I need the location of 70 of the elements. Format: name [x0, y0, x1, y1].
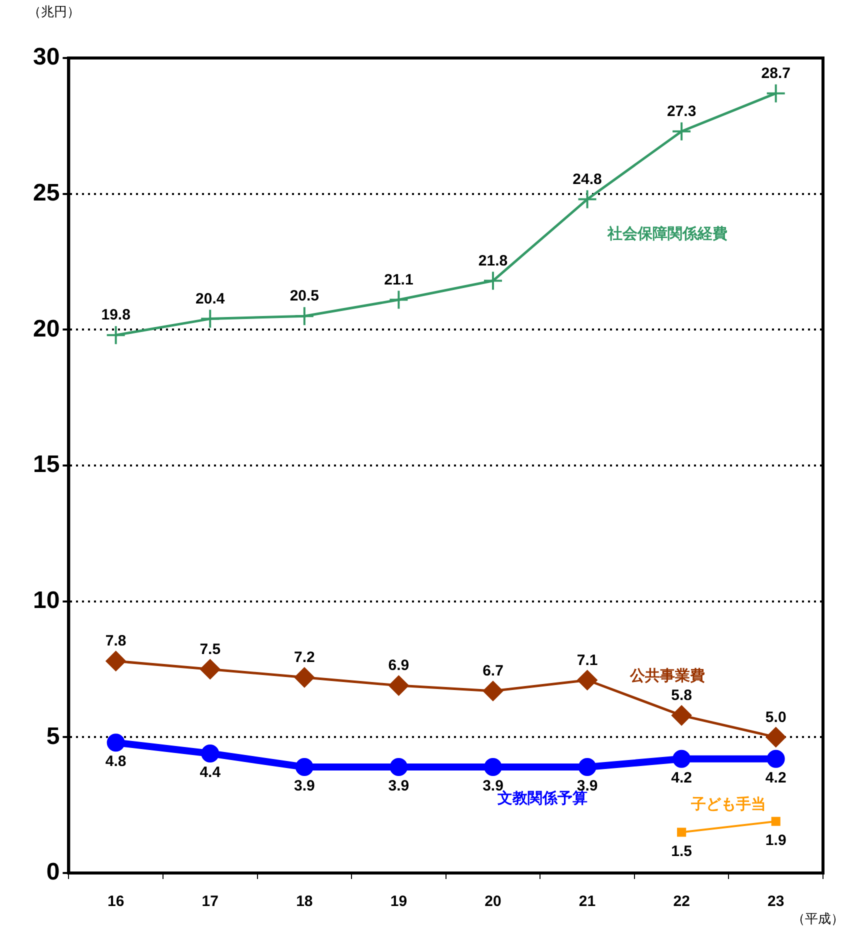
data-label: 1.5	[671, 842, 692, 860]
data-label: 19.8	[101, 306, 130, 324]
data-label: 21.1	[384, 271, 414, 288]
point	[677, 828, 686, 837]
point	[482, 680, 503, 701]
y-tick-label: 15	[32, 451, 60, 478]
data-label: 6.9	[388, 657, 410, 674]
data-label: 4.2	[765, 770, 786, 787]
data-label: 21.8	[478, 252, 508, 270]
data-label: 7.1	[576, 652, 598, 669]
point	[672, 705, 692, 726]
data-label: 4.2	[671, 770, 692, 787]
series-label: 子ども手当	[690, 796, 766, 813]
point	[766, 727, 786, 748]
data-label: 7.2	[294, 649, 315, 666]
point	[106, 325, 126, 346]
data-label: 4.8	[105, 753, 126, 770]
series-label: 社会保障関係経費	[606, 224, 728, 242]
data-label: 1.9	[765, 832, 786, 850]
x-tick-label: 23	[768, 893, 784, 910]
point	[388, 676, 409, 696]
x-axis-title: （平成）	[792, 911, 844, 926]
data-label: 4.4	[200, 764, 222, 782]
point	[388, 290, 409, 310]
point	[766, 83, 786, 104]
point	[577, 670, 598, 690]
y-tick-label: 30	[32, 44, 60, 71]
data-label: 27.3	[666, 102, 696, 120]
data-label: 6.7	[482, 662, 504, 680]
point	[106, 734, 125, 752]
x-tick-label: 18	[296, 893, 313, 910]
point	[294, 667, 314, 688]
x-tick-label: 21	[578, 893, 596, 910]
y-axis-title: （兆円）	[28, 4, 80, 20]
y-tick-label: 5	[46, 722, 60, 750]
point	[578, 758, 596, 776]
point	[672, 121, 692, 142]
point	[390, 758, 408, 776]
data-label: 7.5	[200, 640, 221, 658]
point	[200, 659, 220, 680]
data-label: 28.7	[761, 64, 790, 82]
y-tick-label: 10	[32, 586, 60, 614]
point	[106, 651, 126, 672]
y-tick-label: 20	[32, 315, 60, 342]
x-tick-label: 19	[390, 893, 408, 910]
point	[201, 744, 220, 762]
point	[771, 816, 780, 826]
data-label: 20.5	[290, 288, 320, 305]
series-label: 公共事業費	[629, 667, 706, 684]
y-tick-label: 25	[32, 179, 60, 206]
data-label: 3.9	[388, 778, 410, 795]
data-label: 24.8	[572, 170, 602, 188]
point	[294, 306, 314, 326]
point	[482, 270, 503, 291]
data-label: 5.8	[671, 687, 692, 704]
point	[672, 750, 691, 768]
x-tick-label: 17	[202, 893, 218, 910]
x-tick-label: 16	[107, 893, 124, 910]
data-label: 20.4	[196, 290, 226, 308]
data-label: 3.9	[294, 778, 315, 795]
point	[200, 308, 220, 329]
data-label: 7.8	[105, 632, 126, 650]
x-tick-label: 20	[484, 893, 502, 910]
data-label: 5.0	[765, 708, 786, 726]
point	[766, 750, 785, 768]
x-tick-label: 22	[673, 893, 690, 910]
point	[577, 189, 598, 210]
y-tick-label: 0	[46, 858, 60, 886]
point	[484, 758, 502, 776]
point	[295, 758, 314, 776]
